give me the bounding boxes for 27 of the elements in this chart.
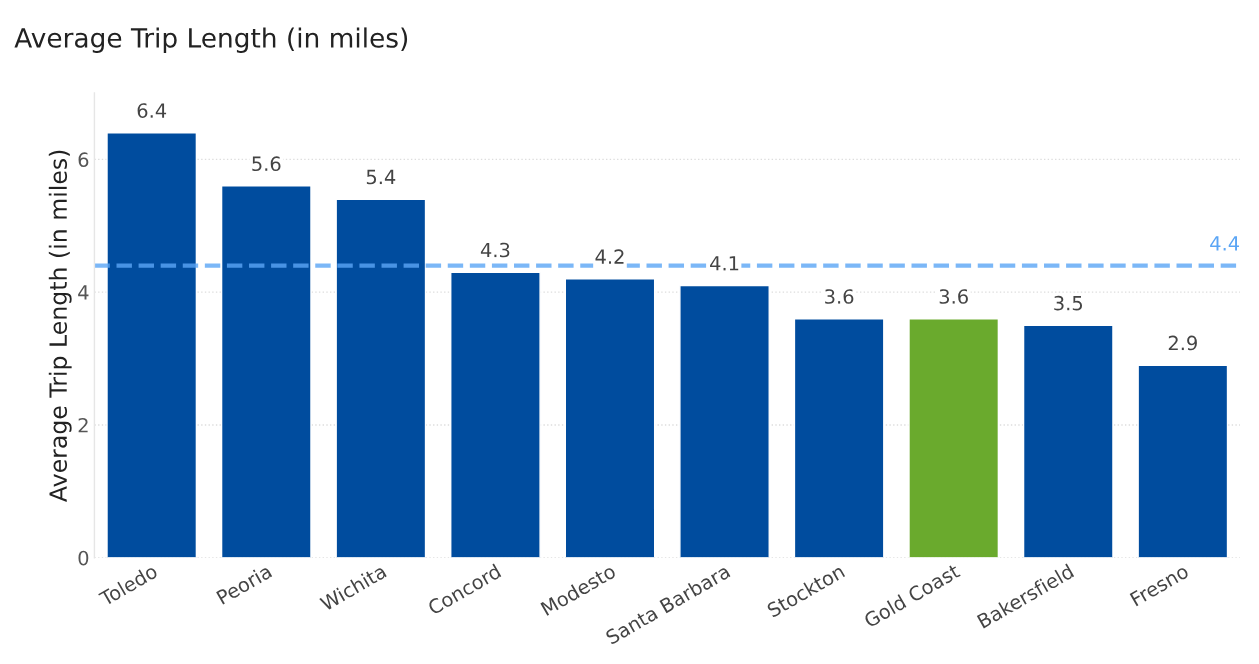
chart-title: Average Trip Length (in miles) xyxy=(14,27,408,53)
y-tick-label: 4 xyxy=(78,285,89,300)
data-label: 6.4 xyxy=(137,103,167,118)
data-label: 2.9 xyxy=(1168,335,1197,351)
data-label: 4.3 xyxy=(480,242,510,258)
data-label: 3.6 xyxy=(825,289,854,304)
bar xyxy=(1022,324,1114,558)
bar xyxy=(450,271,541,558)
bar xyxy=(1137,364,1229,558)
y-axis-title: Average Trip Length (in miles) xyxy=(48,150,72,502)
bar xyxy=(564,278,656,558)
data-label: 4.2 xyxy=(595,249,624,264)
bar xyxy=(908,318,1000,558)
y-tick-label: 6 xyxy=(78,152,89,168)
bar xyxy=(335,198,427,558)
bar xyxy=(106,132,198,558)
bar xyxy=(793,318,885,558)
y-tick-label: 0 xyxy=(78,550,89,566)
bar xyxy=(220,185,312,558)
data-label: 4.1 xyxy=(710,256,739,271)
data-label: 3.5 xyxy=(1054,295,1083,311)
data-label: 5.6 xyxy=(252,156,281,172)
ref-line-label: 4.4 xyxy=(1210,236,1240,251)
bar xyxy=(679,284,770,558)
data-label: 3.6 xyxy=(939,289,968,304)
y-tick-label: 2 xyxy=(78,417,88,433)
data-label: 5.4 xyxy=(366,169,396,185)
